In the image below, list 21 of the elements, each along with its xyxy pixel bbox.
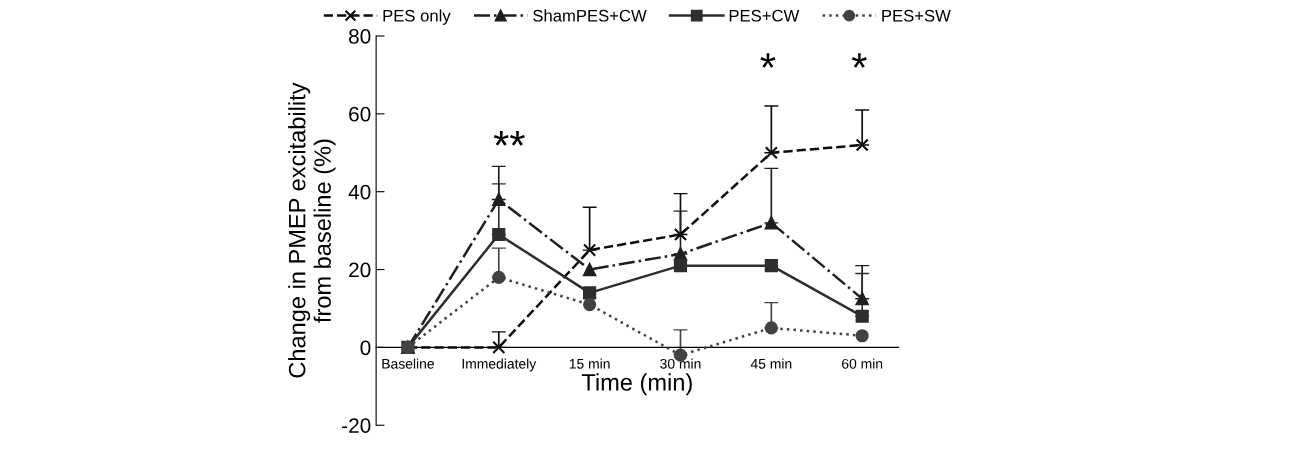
x-tick-label: 15 min bbox=[569, 358, 610, 369]
x-axis-title: Time (min) bbox=[581, 373, 692, 396]
y-tick-label: -20 bbox=[342, 418, 371, 433]
y-tick-label: 20 bbox=[349, 262, 371, 278]
y-tick-label: 80 bbox=[349, 29, 371, 44]
x-tick-label: Baseline bbox=[382, 358, 434, 369]
legend-label: ShamPES+CW bbox=[533, 9, 647, 22]
y-axis-title: Change in PMEP excitability from baseline (%) bbox=[288, 82, 336, 378]
legend-label: PES+CW bbox=[729, 9, 800, 22]
x-tick-label: Immediately bbox=[462, 358, 537, 372]
y-tick-label: 0 bbox=[360, 340, 371, 356]
x-tick-label: 60 min bbox=[842, 358, 883, 369]
legend-label: PES+SW bbox=[882, 9, 951, 22]
annotation: * bbox=[760, 53, 776, 68]
legend-label: PES only bbox=[383, 9, 451, 25]
x-tick-label: 30 min bbox=[660, 358, 701, 369]
x-tick-label: 45 min bbox=[750, 358, 792, 369]
y-tick-label: 60 bbox=[349, 106, 371, 122]
annotation: * bbox=[851, 53, 867, 68]
annotation: ** bbox=[493, 131, 525, 146]
y-tick-label: 40 bbox=[348, 184, 371, 200]
